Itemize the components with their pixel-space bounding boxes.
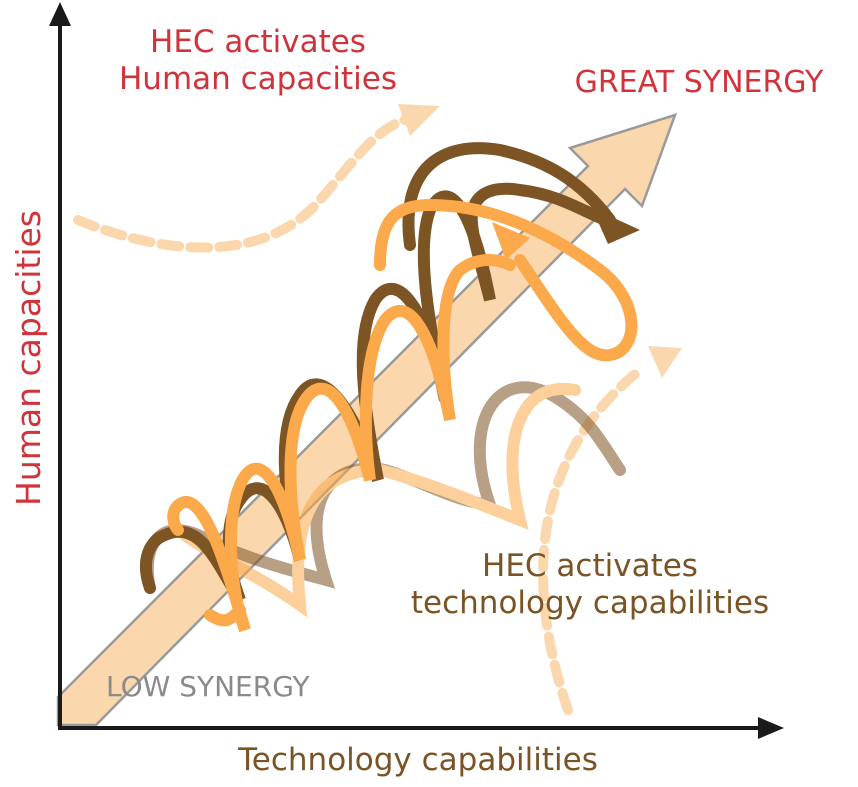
bottom-dashed-arrowhead [648, 346, 682, 378]
bottom-right-label-line2: technology capabilities [411, 585, 769, 621]
top-dashed-curve [73, 113, 415, 253]
orange-spiral-bottom-loop [204, 604, 246, 627]
x-axis-label: Technology capabilities [237, 742, 598, 778]
orange-spiral-arrowhead [492, 222, 530, 260]
orange-spiral-loop-top [374, 198, 638, 362]
y-axis-arrowhead [49, 2, 71, 26]
top-dashed-arrowhead [398, 104, 440, 136]
y-axis-label: Human capacities [9, 210, 48, 506]
top-left-label-line1: HEC activates [150, 24, 366, 60]
brown-spiral-loop-top [402, 142, 616, 251]
top-left-label-line2: Human capacities [119, 61, 397, 97]
spiral-front [140, 142, 640, 633]
bottom-right-label-line1: HEC activates [482, 548, 698, 584]
orange-spiral-front [167, 254, 516, 633]
great-synergy-label: GREAT SYNERGY [575, 65, 824, 100]
x-axis-arrowhead [758, 717, 784, 739]
bottom-dashed-curve [538, 365, 645, 715]
low-synergy-label: LOW SYNERGY [106, 670, 310, 703]
dashed-arrows [73, 104, 682, 715]
axes [49, 2, 784, 739]
